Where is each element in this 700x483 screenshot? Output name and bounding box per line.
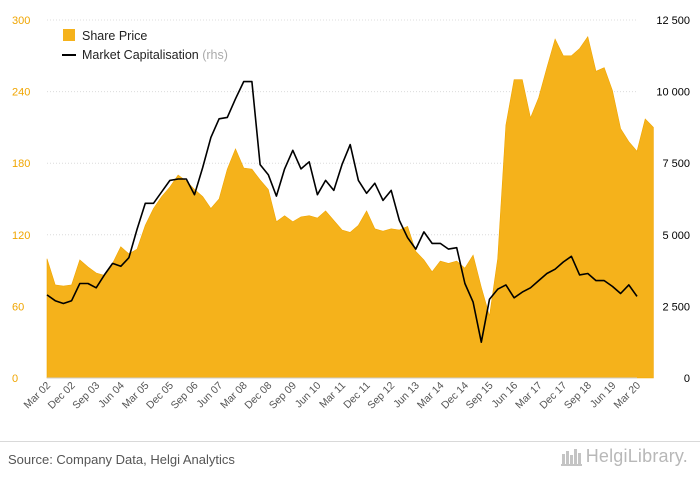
right-tick-label: 7 500 bbox=[662, 158, 690, 170]
left-tick-label: 180 bbox=[12, 158, 30, 170]
combo-chart: 0 60 120 180 240 300 0 2 500 5 000 7 500 10 000 12 … bbox=[12, 15, 690, 412]
legend-swatch-share-price bbox=[63, 29, 75, 41]
right-tick-label: 10 000 bbox=[656, 87, 690, 99]
right-tick-label: 5 000 bbox=[662, 230, 690, 242]
x-tick-label: Jun 10 bbox=[293, 380, 324, 411]
left-tick-label: 0 bbox=[12, 373, 18, 385]
left-tick-label: 60 bbox=[12, 301, 24, 313]
x-tick-label: Sep 18 bbox=[562, 380, 594, 412]
brand-logo: HelgiLibrary. bbox=[560, 446, 688, 467]
x-tick-label: Sep 12 bbox=[365, 380, 397, 412]
left-tick-label: 120 bbox=[12, 230, 30, 242]
legend-label-market-cap: Market Capitalisation (rhs) bbox=[82, 48, 228, 62]
footer-divider bbox=[0, 441, 700, 442]
right-tick-label: 2 500 bbox=[662, 301, 690, 313]
source-note: Source: Company Data, Helgi Analytics bbox=[8, 452, 235, 467]
share-price-area bbox=[46, 35, 654, 379]
market-cap-line bbox=[46, 80, 638, 343]
x-tick-label: Mar 20 bbox=[612, 380, 644, 412]
legend-label-share-price: Share Price bbox=[82, 29, 147, 43]
legend-rhs-note: (rhs) bbox=[202, 48, 228, 62]
left-tick-label: 300 bbox=[12, 15, 30, 27]
x-tick-label: Sep 15 bbox=[464, 380, 496, 412]
right-tick-label: 12 500 bbox=[656, 15, 690, 27]
brand-text: HelgiLibrary. bbox=[585, 446, 688, 466]
x-tick-label: Sep 09 bbox=[267, 380, 299, 412]
x-tick-label: Sep 06 bbox=[169, 380, 201, 412]
left-tick-label: 240 bbox=[12, 87, 30, 99]
library-icon bbox=[560, 449, 582, 466]
x-tick-label: Sep 03 bbox=[70, 380, 102, 412]
right-tick-label: 0 bbox=[684, 373, 690, 385]
